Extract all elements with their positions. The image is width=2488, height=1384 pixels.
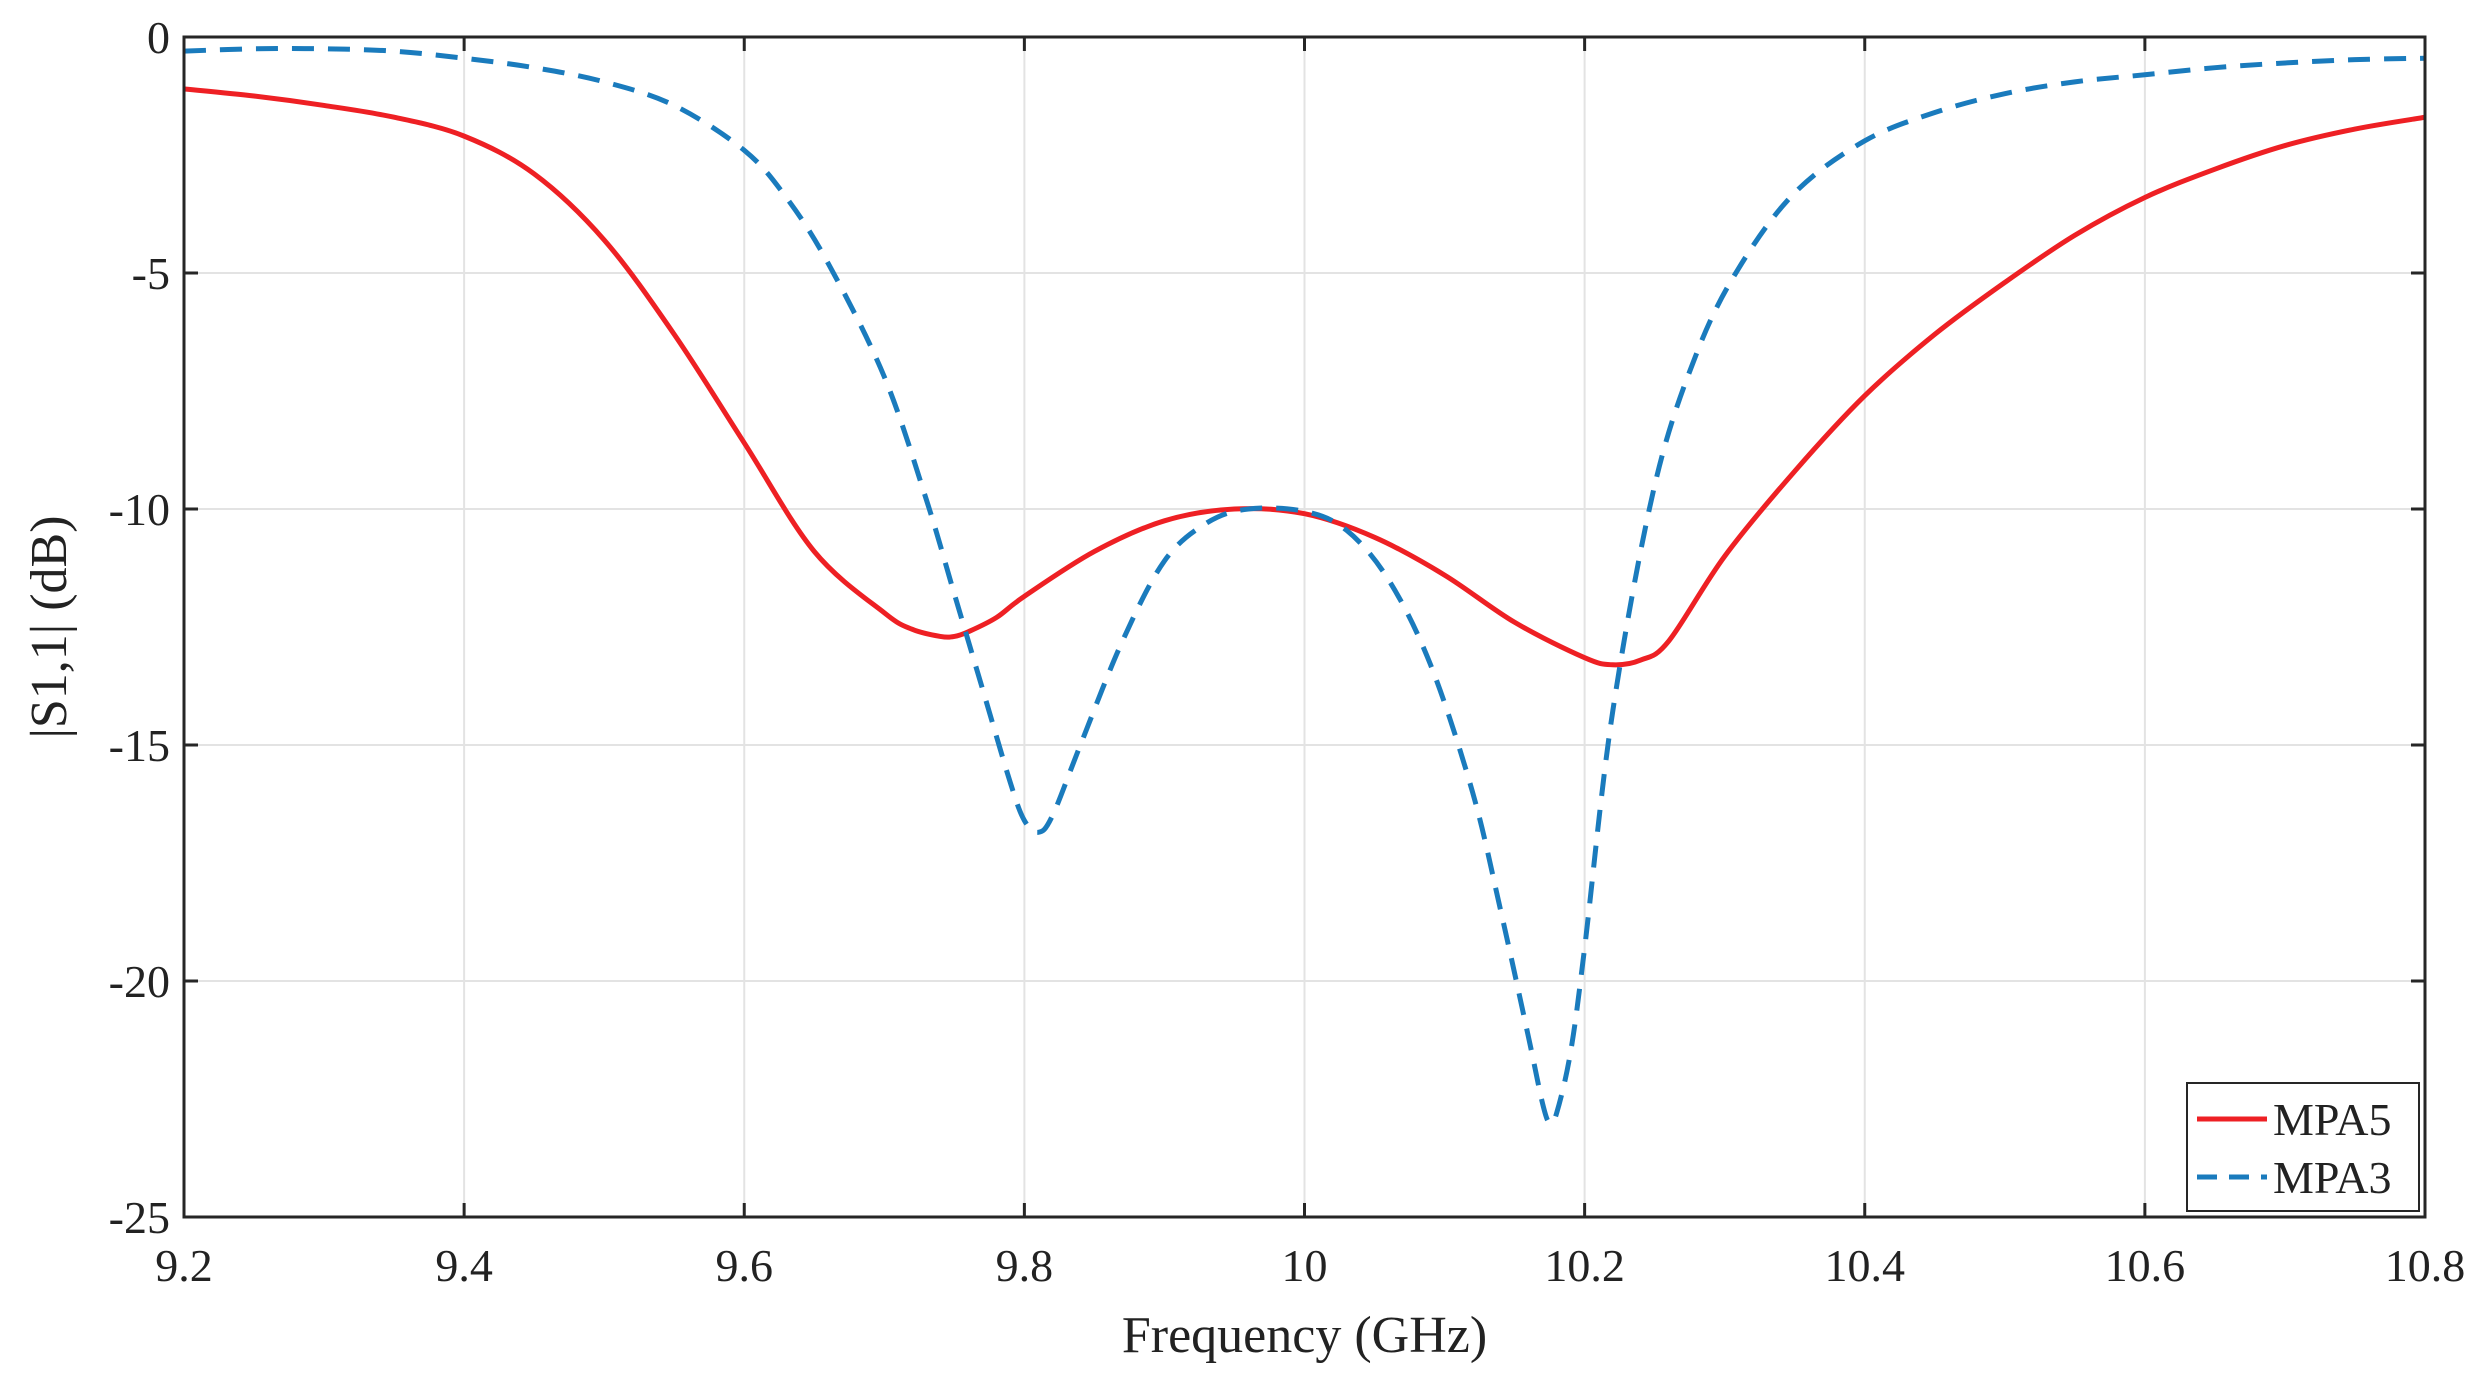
x-tick-label: 10.4: [1825, 1240, 1906, 1291]
x-tick-label: 9.2: [155, 1240, 213, 1291]
plot-area: [183, 46, 2426, 1126]
x-tick-label: 9.4: [435, 1240, 493, 1291]
y-tick-label: -5: [132, 248, 170, 299]
y-tick-label: -20: [109, 956, 170, 1007]
y-tick-label: 0: [147, 12, 170, 63]
legend: MPA5 MPA3: [2186, 1082, 2420, 1212]
legend-entry-mpa5: MPA5: [2273, 1094, 2391, 1145]
y-axis-label: |S1,1| (dB): [21, 515, 78, 738]
y-tick-label: -25: [109, 1192, 170, 1243]
x-tick-label: 10.8: [2385, 1240, 2466, 1291]
legend-entry-mpa3: MPA3: [2273, 1152, 2391, 1203]
y-tick-label: -10: [109, 484, 170, 535]
series-line-mpa3: [183, 46, 2426, 1126]
y-tick-label: -15: [109, 720, 170, 771]
x-tick-label: 9.6: [716, 1240, 774, 1291]
legend-box: [2186, 1082, 2420, 1212]
x-tick-label: 10: [1282, 1240, 1328, 1291]
axis-ticks: 9.2 9.4 9.6 9.8 10 10.2 10.4 10.6 10.8 0 -5 -10 -15 -…: [109, 12, 2466, 1291]
x-tick-label: 10.6: [2105, 1240, 2186, 1291]
x-tick-label: 9.8: [996, 1240, 1054, 1291]
x-axis-label: Frequency (GHz): [1122, 1307, 1487, 1364]
series-line-mpa5: [183, 86, 2426, 668]
x-tick-label: 10.2: [1544, 1240, 1625, 1291]
